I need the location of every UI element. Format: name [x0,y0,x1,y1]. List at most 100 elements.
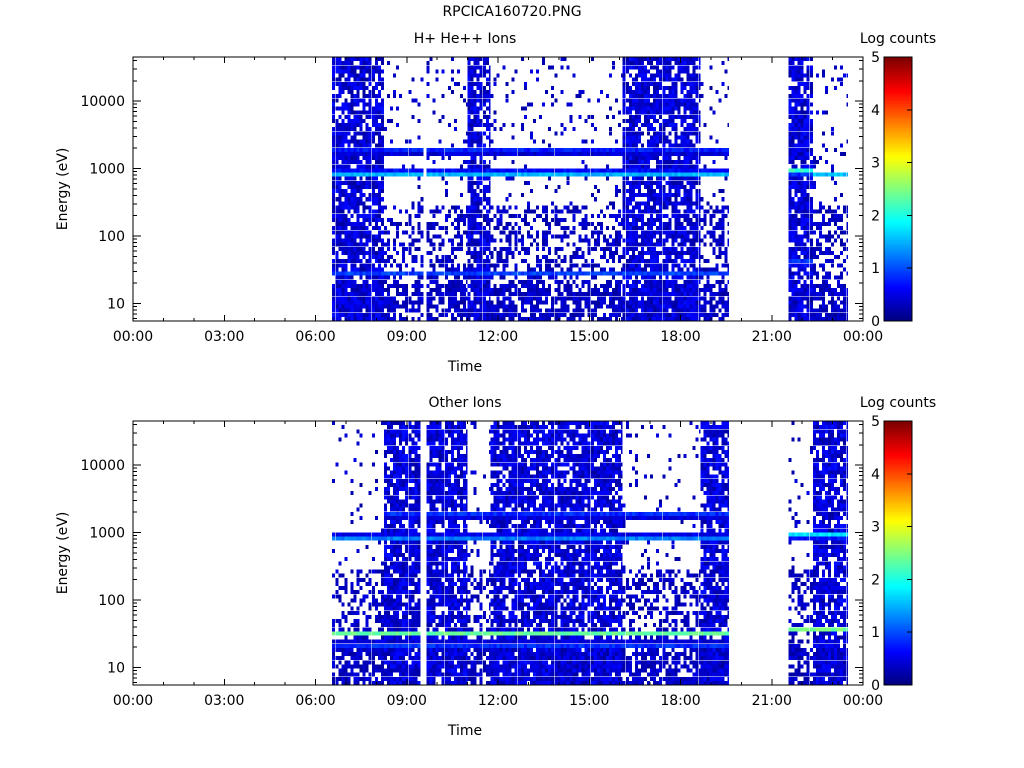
data-cell [566,279,570,284]
data-cell [508,292,512,297]
data-cell [396,106,400,111]
data-cell [374,81,378,86]
data-cell [788,147,792,152]
data-cell [599,226,603,231]
data-cell [718,292,722,297]
data-cell [606,271,609,276]
data-cell [350,135,354,140]
data-cell [542,151,546,156]
data-cell [794,234,798,239]
data-cell [572,73,576,78]
data-cell [411,271,415,276]
data-cell [674,57,678,62]
data-cell [470,226,474,231]
data-cell [698,296,701,301]
data-cell [634,57,638,62]
data-cell [377,90,381,95]
data-cell [526,250,530,255]
data-cell [674,283,678,288]
data-cell [650,156,654,161]
data-cell [499,151,503,156]
data-cell [473,222,477,227]
data-cell [374,312,378,317]
data-cell [791,77,795,82]
data-cell [353,267,357,272]
data-cell [432,213,436,218]
data-cell [698,114,701,119]
data-cell [380,110,384,115]
data-cell [338,288,342,293]
data-cell [542,61,546,66]
data-cell [456,81,460,86]
data-cell [344,156,348,161]
data-cell [545,217,549,222]
data-cell [692,168,696,173]
data-cell [712,246,716,251]
data-cell [650,106,654,111]
data-cell [523,106,527,111]
data-cell [644,164,647,169]
data-cell [414,246,418,251]
data-cell [473,131,477,136]
data-cell [806,143,810,148]
data-cell [647,250,650,255]
data-cell [721,172,725,177]
data-cell [463,168,466,173]
data-cell [387,288,390,293]
data-cell [727,242,730,247]
data-cell [628,131,632,136]
data-cell [460,292,463,297]
data-cell [338,312,342,317]
data-cell [641,292,644,297]
data-cell [662,242,666,247]
data-cell [456,267,460,272]
data-cell [718,98,722,103]
data-cell [405,168,409,173]
data-cell [618,172,622,177]
data-cell [490,292,494,297]
data-cell [417,246,421,251]
data-cell [637,255,641,260]
data-cell [584,118,588,123]
data-cell [644,230,647,235]
data-cell [668,226,672,231]
data-cell [788,172,792,177]
data-cell [405,246,409,251]
data-cell [587,242,591,247]
data-cell [473,57,477,62]
data-cell [460,238,463,243]
data-cell [344,259,348,264]
data-cell [709,304,713,309]
data-cell [698,176,701,181]
data-cell [803,160,807,165]
data-cell [698,61,701,66]
data-cell [533,275,536,280]
data-cell [399,283,403,288]
data-cell [677,184,681,189]
data-cell [800,189,804,194]
data-cell [488,172,491,177]
data-cell [479,172,483,177]
data-cell [677,271,681,276]
data-cell [335,304,339,309]
data-cell [700,271,704,276]
data-cell [353,118,357,123]
data-cell [634,160,638,165]
data-cell [338,238,342,243]
data-cell [393,312,397,317]
data-cell [578,209,582,214]
data-cell [641,304,644,309]
data-cell [683,151,687,156]
data-cell [674,246,678,251]
data-cell [344,127,348,132]
data-cell [542,246,546,251]
data-cell [359,131,363,136]
data-cell [794,292,798,297]
data-cell [438,209,442,214]
data-cell [680,176,684,181]
data-cell [402,246,406,251]
data-cell [356,164,360,169]
data-cell [399,242,403,247]
data-cell [641,151,644,156]
data-cell [686,61,690,66]
